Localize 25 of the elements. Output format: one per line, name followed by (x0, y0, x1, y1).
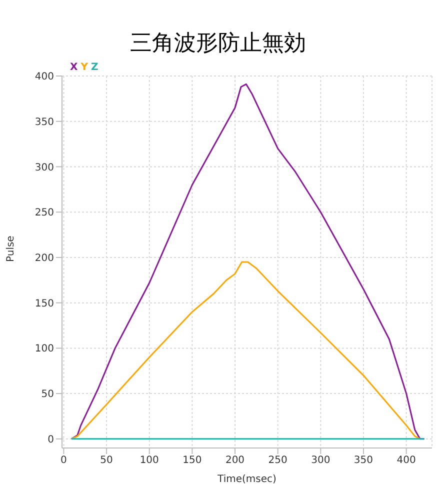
y-tick-label: 300 (34, 162, 54, 174)
x-axis-title: Time(msec) (216, 474, 277, 485)
y-tick-label: 400 (34, 72, 54, 83)
y-axis-title: Pulse (6, 236, 17, 262)
x-tick-label: 250 (268, 455, 288, 466)
line-series (70, 261, 421, 440)
y-tick-label: 0 (48, 434, 54, 446)
x-tick-label: 300 (311, 455, 330, 466)
x-tick-label: 150 (182, 455, 202, 466)
text: X (70, 62, 78, 73)
y-tick-label: 50 (41, 389, 54, 400)
x-tick-label: 350 (354, 455, 374, 466)
y-tick-label: 200 (34, 253, 54, 264)
x-tick-label: 200 (225, 455, 245, 466)
x-tick-label: 50 (100, 455, 113, 466)
y-tick-label: 100 (34, 344, 54, 355)
text: Y (80, 62, 88, 73)
y-tick-label: 350 (34, 116, 54, 128)
x-tick-label: 400 (396, 455, 416, 466)
x-tick-label: 0 (60, 455, 67, 466)
text: Z (90, 62, 98, 73)
x-tick-label: 100 (140, 455, 159, 466)
y-tick-label: 250 (34, 208, 54, 219)
y-tick-label: 150 (34, 298, 54, 310)
chart-title: 三角波形防止無効 (129, 30, 307, 58)
